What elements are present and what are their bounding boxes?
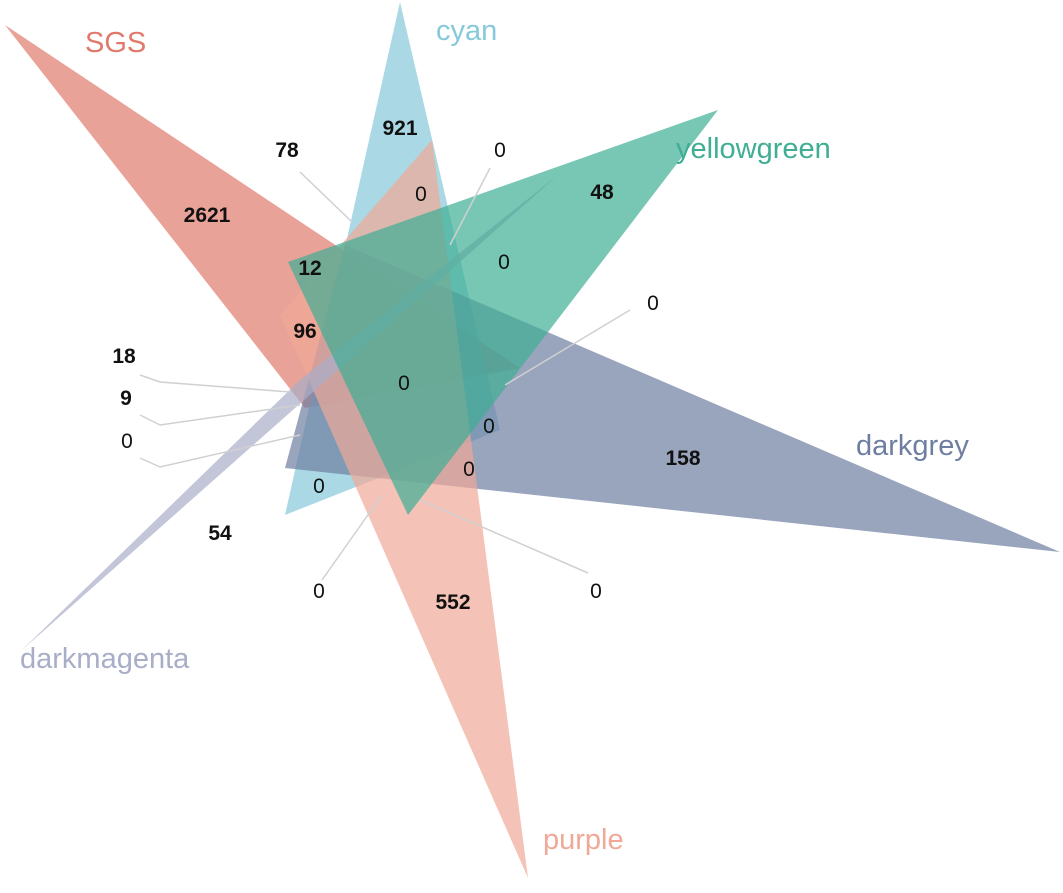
region-count-sgs-yellowgreen-cyan: 12 [298,257,321,280]
set-label-purple: purple [543,824,624,856]
region-count-darkgrey-only: 158 [665,447,700,470]
leader-line-9 [139,404,301,426]
region-count-purple-only: 552 [435,591,470,614]
region-count-lower-left-inner: 0 [313,475,325,498]
set-label-sgs: SGS [85,27,146,59]
region-count-center-right: 0 [483,415,495,438]
region-count-bottom-left: 0 [313,580,325,603]
region-count-left-0: 0 [121,430,133,453]
region-count-center: 0 [398,372,410,395]
leader-lines [139,167,631,581]
region-count-cyan-yellowgreen: 0 [494,139,506,162]
region-count-right-leader: 0 [647,292,659,315]
leader-line-18 [139,374,291,393]
region-count-darkmagenta-only: 54 [208,522,232,545]
leader-line-left-0 [139,434,301,468]
leader-line-bottom-right [419,499,589,574]
leader-line-78 [299,171,353,223]
set-label-yellowgreen: yellowgreen [676,133,831,165]
region-count-yellowgreen-only: 48 [590,181,614,204]
region-count-sgs-only: 2621 [184,204,231,227]
region-count-cyan-only: 921 [382,117,417,140]
region-count-sgs-cyan: 78 [275,139,299,162]
region-count-yellowgreen-darkgrey: 0 [498,251,510,274]
set-label-darkmagenta: darkmagenta [20,643,190,675]
region-count-left-9: 9 [120,387,132,410]
set-shape-yellowgreen [288,110,718,515]
region-count-sgs-purple: 96 [293,320,316,343]
leader-line-right-0 [504,309,631,386]
region-count-center-lower: 0 [463,458,475,481]
set-label-darkgrey: darkgrey [856,430,969,462]
region-count-left-18: 18 [112,345,136,368]
leader-line-bottom-left [321,494,383,581]
region-count-bottom-right: 0 [590,580,602,603]
region-count-cyan-sgs-inner: 0 [415,183,427,206]
set-label-cyan: cyan [436,15,497,47]
leader-line-cyan-yellowgreen [449,167,491,246]
